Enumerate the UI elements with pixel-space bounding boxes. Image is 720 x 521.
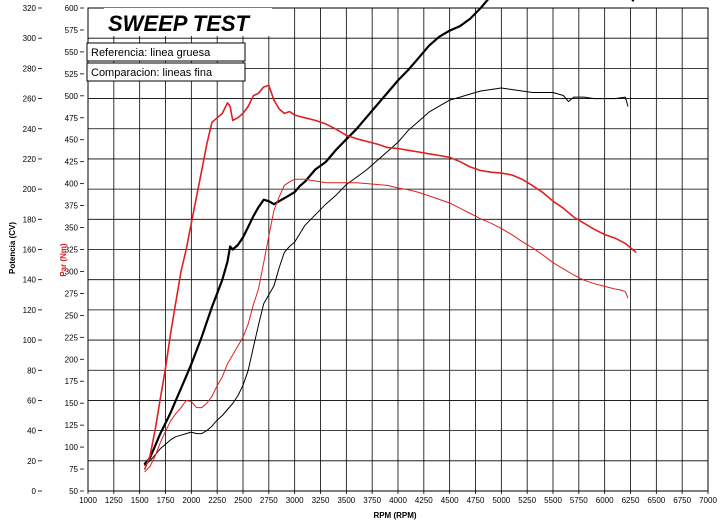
y-left-tick-label: 80 <box>27 366 36 375</box>
x-tick-label: 1000 <box>79 496 97 505</box>
y-left-tick-label: 60 <box>27 396 36 405</box>
x-tick-label: 6250 <box>622 496 640 505</box>
x-tick-label: 6500 <box>647 496 665 505</box>
y-left-tick-label: 0 <box>32 487 37 496</box>
y-right-tick-label: 100 <box>65 443 79 452</box>
x-tick-label: 3750 <box>363 496 381 505</box>
y-right-tick-label: 575 <box>65 26 79 35</box>
y-left-tick-label: 280 <box>23 64 37 73</box>
series-line-torque-2 <box>144 84 637 470</box>
series-line-torque-3 <box>144 178 629 473</box>
x-tick-label: 2500 <box>234 496 252 505</box>
y-right-tick-label: 300 <box>65 267 79 276</box>
legend-entry-comparison: Comparacion: lineas fina <box>91 67 213 79</box>
x-tick-label: 3500 <box>337 496 355 505</box>
x-tick-label: 4750 <box>467 496 485 505</box>
y-left-tick-label: 120 <box>23 306 37 315</box>
axes: 1000 1250 1500 1750 2000 2250 2500 2750 3000 3250… <box>23 4 718 505</box>
x-tick-label: 7000 <box>699 496 717 505</box>
y-right-tick-label: 175 <box>65 377 79 386</box>
x-tick-label: 6000 <box>596 496 614 505</box>
y-right-tick-label: 500 <box>65 92 79 101</box>
title-background <box>104 8 272 36</box>
x-tick-label: 1750 <box>157 496 175 505</box>
x-tick-label: 2250 <box>208 496 226 505</box>
y-right-tick-label: 200 <box>65 355 79 364</box>
x-tick-label: 5250 <box>518 496 536 505</box>
x-tick-label: 1250 <box>105 496 123 505</box>
y-left-tick-label: 180 <box>23 215 37 224</box>
y-right-tick-label: 275 <box>65 289 79 298</box>
series-layer <box>143 0 637 473</box>
y-left-tick-label: 40 <box>27 427 36 436</box>
y-right-tick-label: 475 <box>65 114 79 123</box>
x-tick-label: 6750 <box>673 496 691 505</box>
grid <box>87 7 709 492</box>
chart-title: SWEEP TEST <box>108 11 251 36</box>
y-right-tick-label: 75 <box>69 465 78 474</box>
y-left-tick-label: 320 <box>23 4 37 13</box>
x-tick-label: 4000 <box>389 496 407 505</box>
legend-box-reference <box>86 42 246 62</box>
y-left-tick-label: 300 <box>23 34 37 43</box>
y-left-tick-label: 220 <box>23 155 37 164</box>
y-right-axis-label: Par (Nm) <box>59 243 68 277</box>
y-left-tick-label: 160 <box>23 246 37 255</box>
x-tick-label: 3000 <box>286 496 304 505</box>
x-tick-label: 5750 <box>570 496 588 505</box>
x-tick-label: 2750 <box>260 496 278 505</box>
y-left-tick-label: 140 <box>23 276 37 285</box>
y-right-tick-label: 225 <box>65 333 79 342</box>
y-right-tick-label: 400 <box>65 180 79 189</box>
x-tick-label: 4250 <box>415 496 433 505</box>
y-left-tick-label: 20 <box>27 457 36 466</box>
y-right-tick-label: 550 <box>65 48 79 57</box>
y-left-tick-label: 100 <box>23 336 37 345</box>
x-tick-label: 1500 <box>131 496 149 505</box>
y-right-tick-label: 600 <box>65 4 79 13</box>
legend-entry-reference: Referencia: linea gruesa <box>91 47 211 59</box>
y-right-tick-label: 450 <box>65 136 79 145</box>
x-tick-label: 3250 <box>312 496 330 505</box>
y-right-tick-label: 50 <box>69 487 78 496</box>
y-left-axis-label: Potencia (CV) <box>8 222 17 274</box>
series-line-power-1 <box>144 87 629 466</box>
x-tick-label: 5000 <box>492 496 510 505</box>
y-left-tick-label: 260 <box>23 95 37 104</box>
series-line-power-0 <box>143 0 635 465</box>
y-left-tick-label: 200 <box>23 185 37 194</box>
y-right-tick-label: 375 <box>65 202 79 211</box>
legend: Referencia: linea gruesa Comparacion: li… <box>86 42 246 82</box>
y-right-tick-label: 425 <box>65 158 79 167</box>
y-right-tick-label: 125 <box>65 421 79 430</box>
legend-box-comparison <box>86 62 246 82</box>
x-tick-label: 4500 <box>441 496 459 505</box>
y-right-tick-label: 525 <box>65 70 79 79</box>
x-tick-label: 2000 <box>182 496 200 505</box>
x-axis-label: RPM (RPM) <box>373 511 416 520</box>
y-right-tick-label: 325 <box>65 246 79 255</box>
y-right-tick-label: 250 <box>65 311 79 320</box>
x-tick-label: 5500 <box>544 496 562 505</box>
y-left-tick-label: 240 <box>23 125 37 134</box>
y-right-tick-label: 350 <box>65 224 79 233</box>
y-right-tick-label: 150 <box>65 399 79 408</box>
